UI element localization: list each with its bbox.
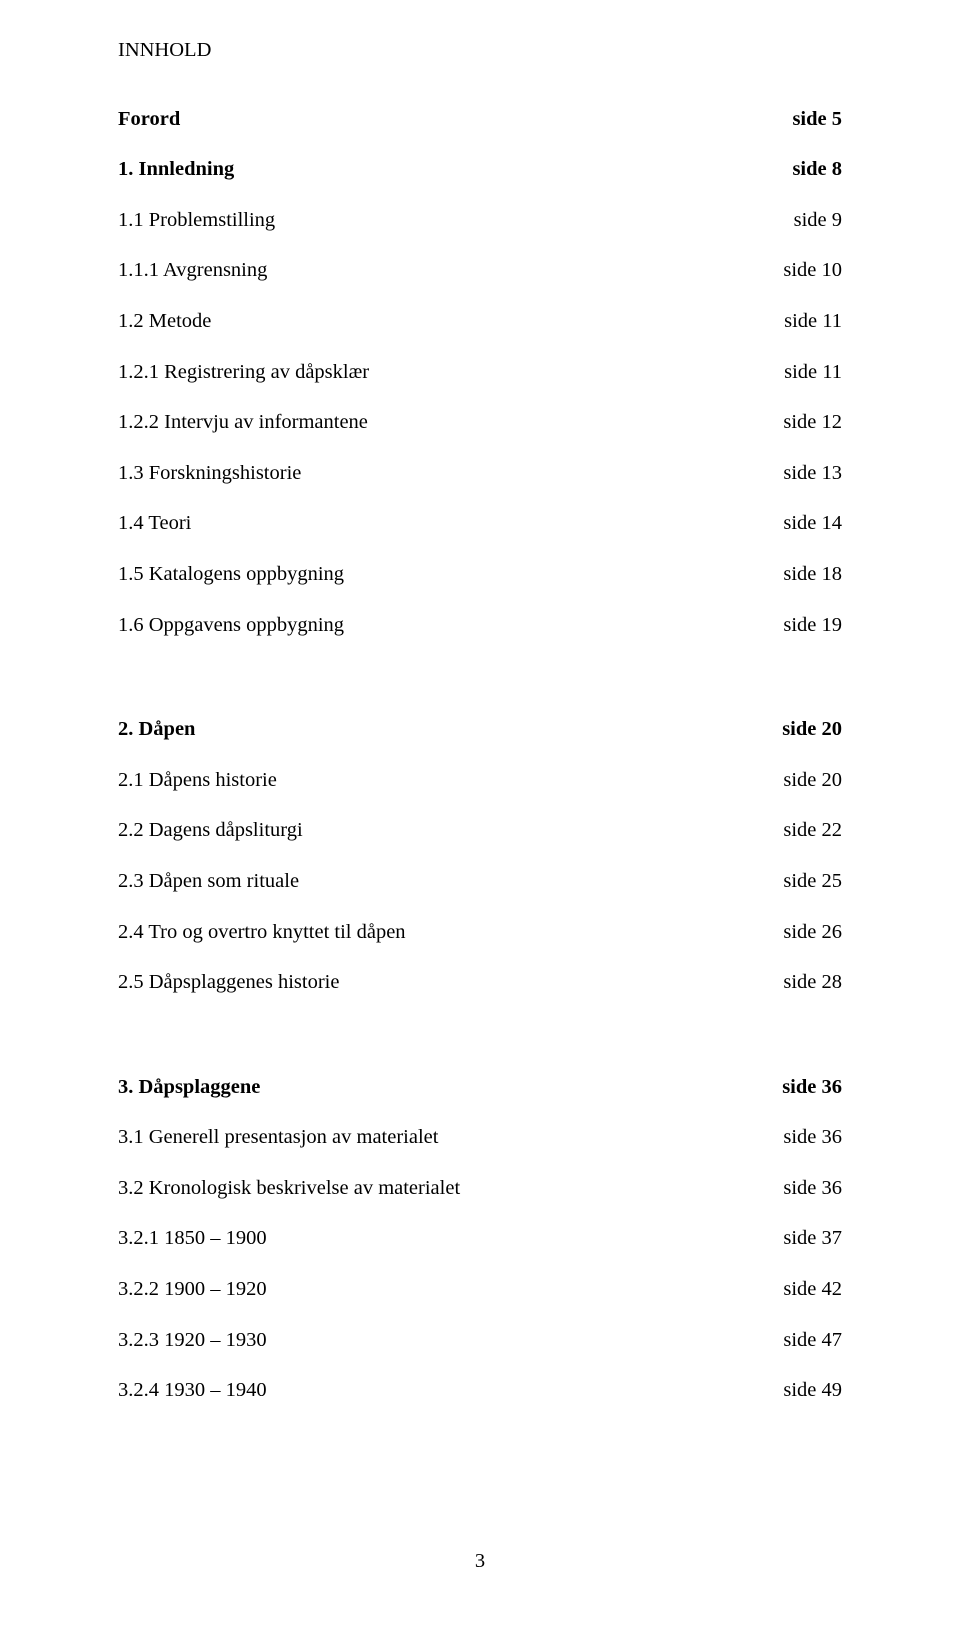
toc-entry-title: 2.1 Dåpens historie bbox=[118, 768, 277, 793]
toc-heading: INNHOLD bbox=[118, 38, 842, 63]
toc-entry-page: side 42 bbox=[783, 1277, 842, 1302]
toc-entry-page: side 26 bbox=[783, 920, 842, 945]
toc-entry-title: Forord bbox=[118, 107, 180, 132]
toc-row: 2.5 Dåpsplaggenes historie side 28 bbox=[118, 970, 842, 995]
toc-entry-page: side 10 bbox=[783, 258, 842, 283]
toc-entry-title: 1.2.1 Registrering av dåpsklær bbox=[118, 360, 369, 385]
toc-row: 3. Dåpsplaggene side 36 bbox=[118, 1075, 842, 1100]
page: INNHOLD Forordside 51. Innledningside 81… bbox=[118, 38, 842, 1629]
toc-entry-page: side 22 bbox=[783, 818, 842, 843]
toc-row: 1.5 Katalogens oppbygning side 18 bbox=[118, 562, 842, 587]
toc-entry-title: 1.2.2 Intervju av informantene bbox=[118, 410, 368, 435]
toc-row: 2.4 Tro og overtro knyttet til dåpen side… bbox=[118, 920, 842, 945]
page-number: 3 bbox=[475, 1549, 485, 1574]
toc-entry-page: side 14 bbox=[783, 511, 842, 536]
toc-entry-page: side 11 bbox=[784, 360, 842, 385]
toc-entry-page: side 11 bbox=[784, 309, 842, 334]
toc-row: 1.1 Problemstilling side 9 bbox=[118, 208, 842, 233]
toc-entry-page: side 49 bbox=[783, 1378, 842, 1403]
toc-entry-title: 3.2.1 1850 – 1900 bbox=[118, 1226, 267, 1251]
toc-row: 1.1.1 Avgrensning side 10 bbox=[118, 258, 842, 283]
toc-row: 2.3 Dåpen som rituale side 25 bbox=[118, 869, 842, 894]
toc-row: 1.6 Oppgavens oppbygning side 19 bbox=[118, 613, 842, 638]
toc-entry-page: side 19 bbox=[783, 613, 842, 638]
toc-entry-title: 3.2.2 1900 – 1920 bbox=[118, 1277, 267, 1302]
toc-row: 3.1 Generell presentasjon av materialet s… bbox=[118, 1125, 842, 1150]
toc-entry-title: 2.4 Tro og overtro knyttet til dåpen bbox=[118, 920, 406, 945]
toc-entry-title: 3.2.3 1920 – 1930 bbox=[118, 1328, 267, 1353]
toc-entry-title: 2.2 Dagens dåpsliturgi bbox=[118, 818, 303, 843]
toc-entry-title: 1.3 Forskningshistorie bbox=[118, 461, 301, 486]
toc-row: 3.2.3 1920 – 1930 side 47 bbox=[118, 1328, 842, 1353]
toc-row: 1. Innledning side 8 bbox=[118, 157, 842, 182]
toc-row: 1.2.2 Intervju av informantene side 12 bbox=[118, 410, 842, 435]
toc-entry-title: 1.2 Metode bbox=[118, 309, 211, 334]
toc-entry-title: 1.1.1 Avgrensning bbox=[118, 258, 267, 283]
toc-entry-title: 3.2 Kronologisk beskrivelse av materiale… bbox=[118, 1176, 460, 1201]
section-gap bbox=[118, 1021, 842, 1075]
toc-entry-page: side 37 bbox=[783, 1226, 842, 1251]
toc-entry-title: 3.1 Generell presentasjon av materialet bbox=[118, 1125, 438, 1150]
toc-row: 3.2 Kronologisk beskrivelse av materiale… bbox=[118, 1176, 842, 1201]
toc-entry-page: side 20 bbox=[782, 717, 842, 742]
toc-entry-title: 3.2.4 1930 – 1940 bbox=[118, 1378, 267, 1403]
toc-entry-page: side 25 bbox=[783, 869, 842, 894]
toc-entry-page: side 36 bbox=[782, 1075, 842, 1100]
toc-entry-page: side 47 bbox=[783, 1328, 842, 1353]
toc-entry-page: side 36 bbox=[783, 1125, 842, 1150]
toc-entry-title: 1.6 Oppgavens oppbygning bbox=[118, 613, 344, 638]
toc-row: 3.2.1 1850 – 1900 side 37 bbox=[118, 1226, 842, 1251]
toc-entry-page: side 36 bbox=[783, 1176, 842, 1201]
toc-entry-page: side 28 bbox=[783, 970, 842, 995]
toc-entry-title: 2. Dåpen bbox=[118, 717, 195, 742]
toc-entry-page: side 18 bbox=[783, 562, 842, 587]
toc-row: 1.4 Teori side 14 bbox=[118, 511, 842, 536]
toc-row: 3.2.2 1900 – 1920 side 42 bbox=[118, 1277, 842, 1302]
section-gap bbox=[118, 663, 842, 717]
toc-entry-page: side 13 bbox=[783, 461, 842, 486]
toc-entry-title: 2.3 Dåpen som rituale bbox=[118, 869, 299, 894]
toc-row: 1.2 Metode side 11 bbox=[118, 309, 842, 334]
toc-entry-title: 1.5 Katalogens oppbygning bbox=[118, 562, 344, 587]
toc-body: Forord side 5 1. Innledning side 8 1.1 Probl… bbox=[118, 107, 842, 1403]
toc-row: 3.2.4 1930 – 1940 side 49 bbox=[118, 1378, 842, 1403]
toc-row: 1.3 Forskningshistorie side 13 bbox=[118, 461, 842, 486]
toc-row: 2.1 Dåpens historie side 20 bbox=[118, 768, 842, 793]
toc-row: 1.2.1 Registrering av dåpsklær side 11 bbox=[118, 360, 842, 385]
toc-row: 2. Dåpen side 20 bbox=[118, 717, 842, 742]
toc-entry-title: 3. Dåpsplaggene bbox=[118, 1075, 260, 1100]
toc-entry-title: 1. Innledning bbox=[118, 157, 234, 182]
toc-entry-page: side 20 bbox=[783, 768, 842, 793]
toc-row: 2.2 Dagens dåpsliturgi side 22 bbox=[118, 818, 842, 843]
toc-entry-page: side 9 bbox=[794, 208, 842, 233]
toc-entry-page: side 12 bbox=[783, 410, 842, 435]
toc-entry-title: 2.5 Dåpsplaggenes historie bbox=[118, 970, 339, 995]
toc-row: Forord side 5 bbox=[118, 107, 842, 132]
toc-entry-title: 1.4 Teori bbox=[118, 511, 191, 536]
toc-entry-page: side 5 bbox=[792, 107, 842, 132]
toc-entry-title: 1.1 Problemstilling bbox=[118, 208, 275, 233]
toc-entry-page: side 8 bbox=[792, 157, 842, 182]
